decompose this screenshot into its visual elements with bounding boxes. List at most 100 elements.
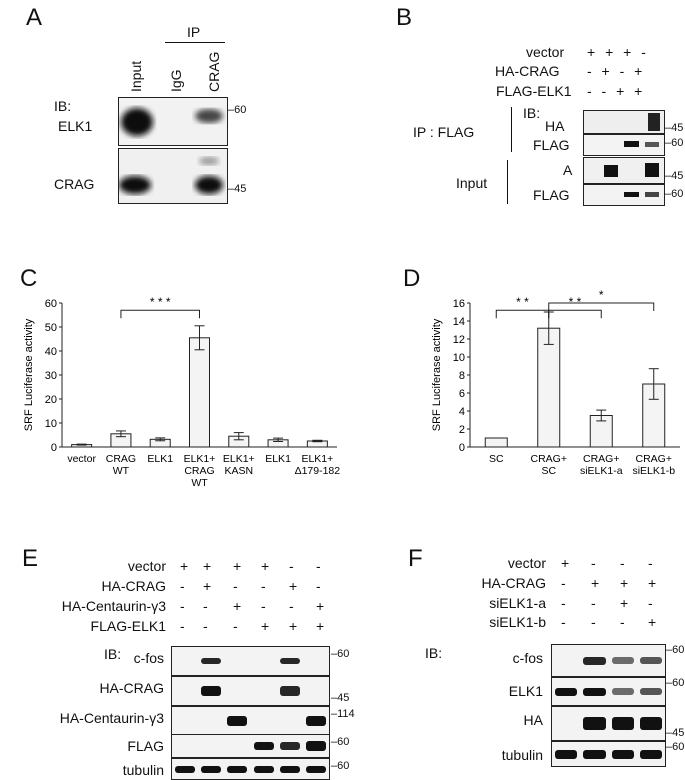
- condition-mark: +: [261, 558, 270, 574]
- band: [201, 765, 222, 773]
- y-tick-label: 50: [45, 322, 57, 334]
- condition-mark: -: [561, 575, 566, 591]
- panel-f-letter: F: [408, 545, 423, 572]
- band: [279, 658, 300, 664]
- blot-e-row: [171, 758, 330, 780]
- ib-label: IB:: [54, 98, 72, 114]
- condition-mark: -: [620, 614, 625, 630]
- significance-stars: *: [599, 290, 604, 302]
- condition-mark: +: [648, 575, 657, 591]
- blot-b-ha: [583, 110, 665, 134]
- size-marker: –45: [666, 727, 685, 739]
- band: [305, 765, 326, 773]
- condition-mark: -: [203, 598, 208, 614]
- condition-mark: -: [561, 595, 566, 611]
- ip-flag-bracket: [511, 107, 512, 152]
- category-label: SC: [489, 453, 504, 465]
- cond-b-vector-marks: + + + -: [587, 44, 649, 60]
- marker-a-45: –45: [228, 183, 247, 195]
- band: [305, 741, 326, 751]
- condition-mark: +: [261, 618, 270, 634]
- band: [227, 716, 248, 726]
- band: [253, 742, 274, 750]
- category-label: CRAG+: [636, 453, 672, 465]
- category-label: ELK1: [147, 453, 173, 465]
- category-label: vector: [67, 453, 96, 465]
- marker-b-60a: –60: [665, 137, 684, 149]
- band: [639, 749, 662, 759]
- ip-header: IP: [187, 24, 201, 40]
- bar: [537, 327, 561, 448]
- size-marker: –60: [666, 677, 685, 689]
- size-marker: –60: [666, 644, 685, 656]
- condition-mark: -: [561, 614, 566, 630]
- condition-mark: +: [620, 575, 629, 591]
- category-label: SC: [541, 465, 556, 477]
- band: [583, 749, 606, 759]
- blot-row-label: ELK1: [508, 683, 543, 699]
- row-b-ha: HA: [545, 118, 565, 134]
- blot-row-label: HA-Centaurin-γ3: [59, 710, 164, 726]
- category-label: CRAG: [184, 465, 214, 477]
- condition-label: siELK1-a: [489, 595, 546, 611]
- panel-b-letter: B: [396, 4, 413, 31]
- band: [201, 658, 222, 664]
- condition-mark: -: [648, 595, 653, 611]
- ip-flag-label: IP : FLAG: [413, 124, 475, 140]
- y-tick-label: 0: [51, 442, 57, 454]
- marker-b-45a: –45: [665, 122, 684, 134]
- condition-mark: -: [316, 558, 321, 574]
- band: [639, 688, 662, 695]
- category-label: Δ179-182: [295, 465, 341, 477]
- blot-row-label: c-fos: [512, 650, 543, 666]
- cond-b-flagelk1: FLAG-ELK1: [496, 83, 572, 99]
- marker-a-60: –60: [228, 104, 247, 116]
- blot-row-label: FLAG: [127, 738, 164, 754]
- condition-mark: +: [316, 618, 325, 634]
- condition-mark: +: [648, 614, 657, 630]
- condition-mark: -: [316, 578, 321, 594]
- panel-a-letter: A: [26, 4, 43, 31]
- y-tick-label: 6: [459, 388, 465, 400]
- y-tick-label: 10: [45, 418, 57, 430]
- band: [279, 686, 300, 696]
- lane-label-input: Input: [128, 60, 144, 92]
- panel-d-letter: D: [403, 265, 421, 292]
- marker-b-45b: –45: [665, 170, 684, 182]
- bar: [189, 337, 210, 448]
- significance-bracket: [120, 309, 200, 319]
- significance-bracket: [548, 302, 655, 311]
- band: [175, 765, 196, 773]
- condition-mark: +: [561, 555, 570, 571]
- band: [611, 688, 634, 695]
- size-marker: –60: [331, 648, 350, 660]
- category-label: KASN: [224, 465, 253, 477]
- condition-mark: -: [591, 555, 596, 571]
- chart-c: SRF Luciferase activity 0 10 20 30 40 50 60 vect…: [23, 295, 341, 489]
- band: [201, 686, 222, 696]
- blot-e-row: [171, 706, 330, 736]
- size-marker: –114: [331, 708, 355, 720]
- condition-mark: -: [261, 578, 266, 594]
- condition-mark: -: [261, 598, 266, 614]
- blot-b-a: [583, 157, 665, 184]
- condition-mark: +: [620, 595, 629, 611]
- blot-f-row: [551, 644, 666, 677]
- condition-mark: -: [648, 555, 653, 571]
- band: [611, 749, 634, 759]
- row-label-elk1: ELK1: [58, 118, 93, 134]
- ib-b-label: IB:: [523, 105, 541, 121]
- blot-f-row: [551, 677, 666, 706]
- blot-row-label: c-fos: [133, 650, 164, 666]
- category-label: CRAG+: [531, 453, 567, 465]
- condition-mark: -: [233, 618, 238, 634]
- condition-mark: +: [203, 578, 212, 594]
- band: [555, 749, 578, 759]
- row-label-crag: CRAG: [54, 176, 95, 192]
- category-label: WT: [113, 465, 130, 477]
- condition-mark: +: [203, 558, 212, 574]
- band: [639, 717, 662, 730]
- ib-e-label: IB:: [104, 646, 122, 662]
- band: [253, 765, 274, 773]
- band: [611, 657, 634, 664]
